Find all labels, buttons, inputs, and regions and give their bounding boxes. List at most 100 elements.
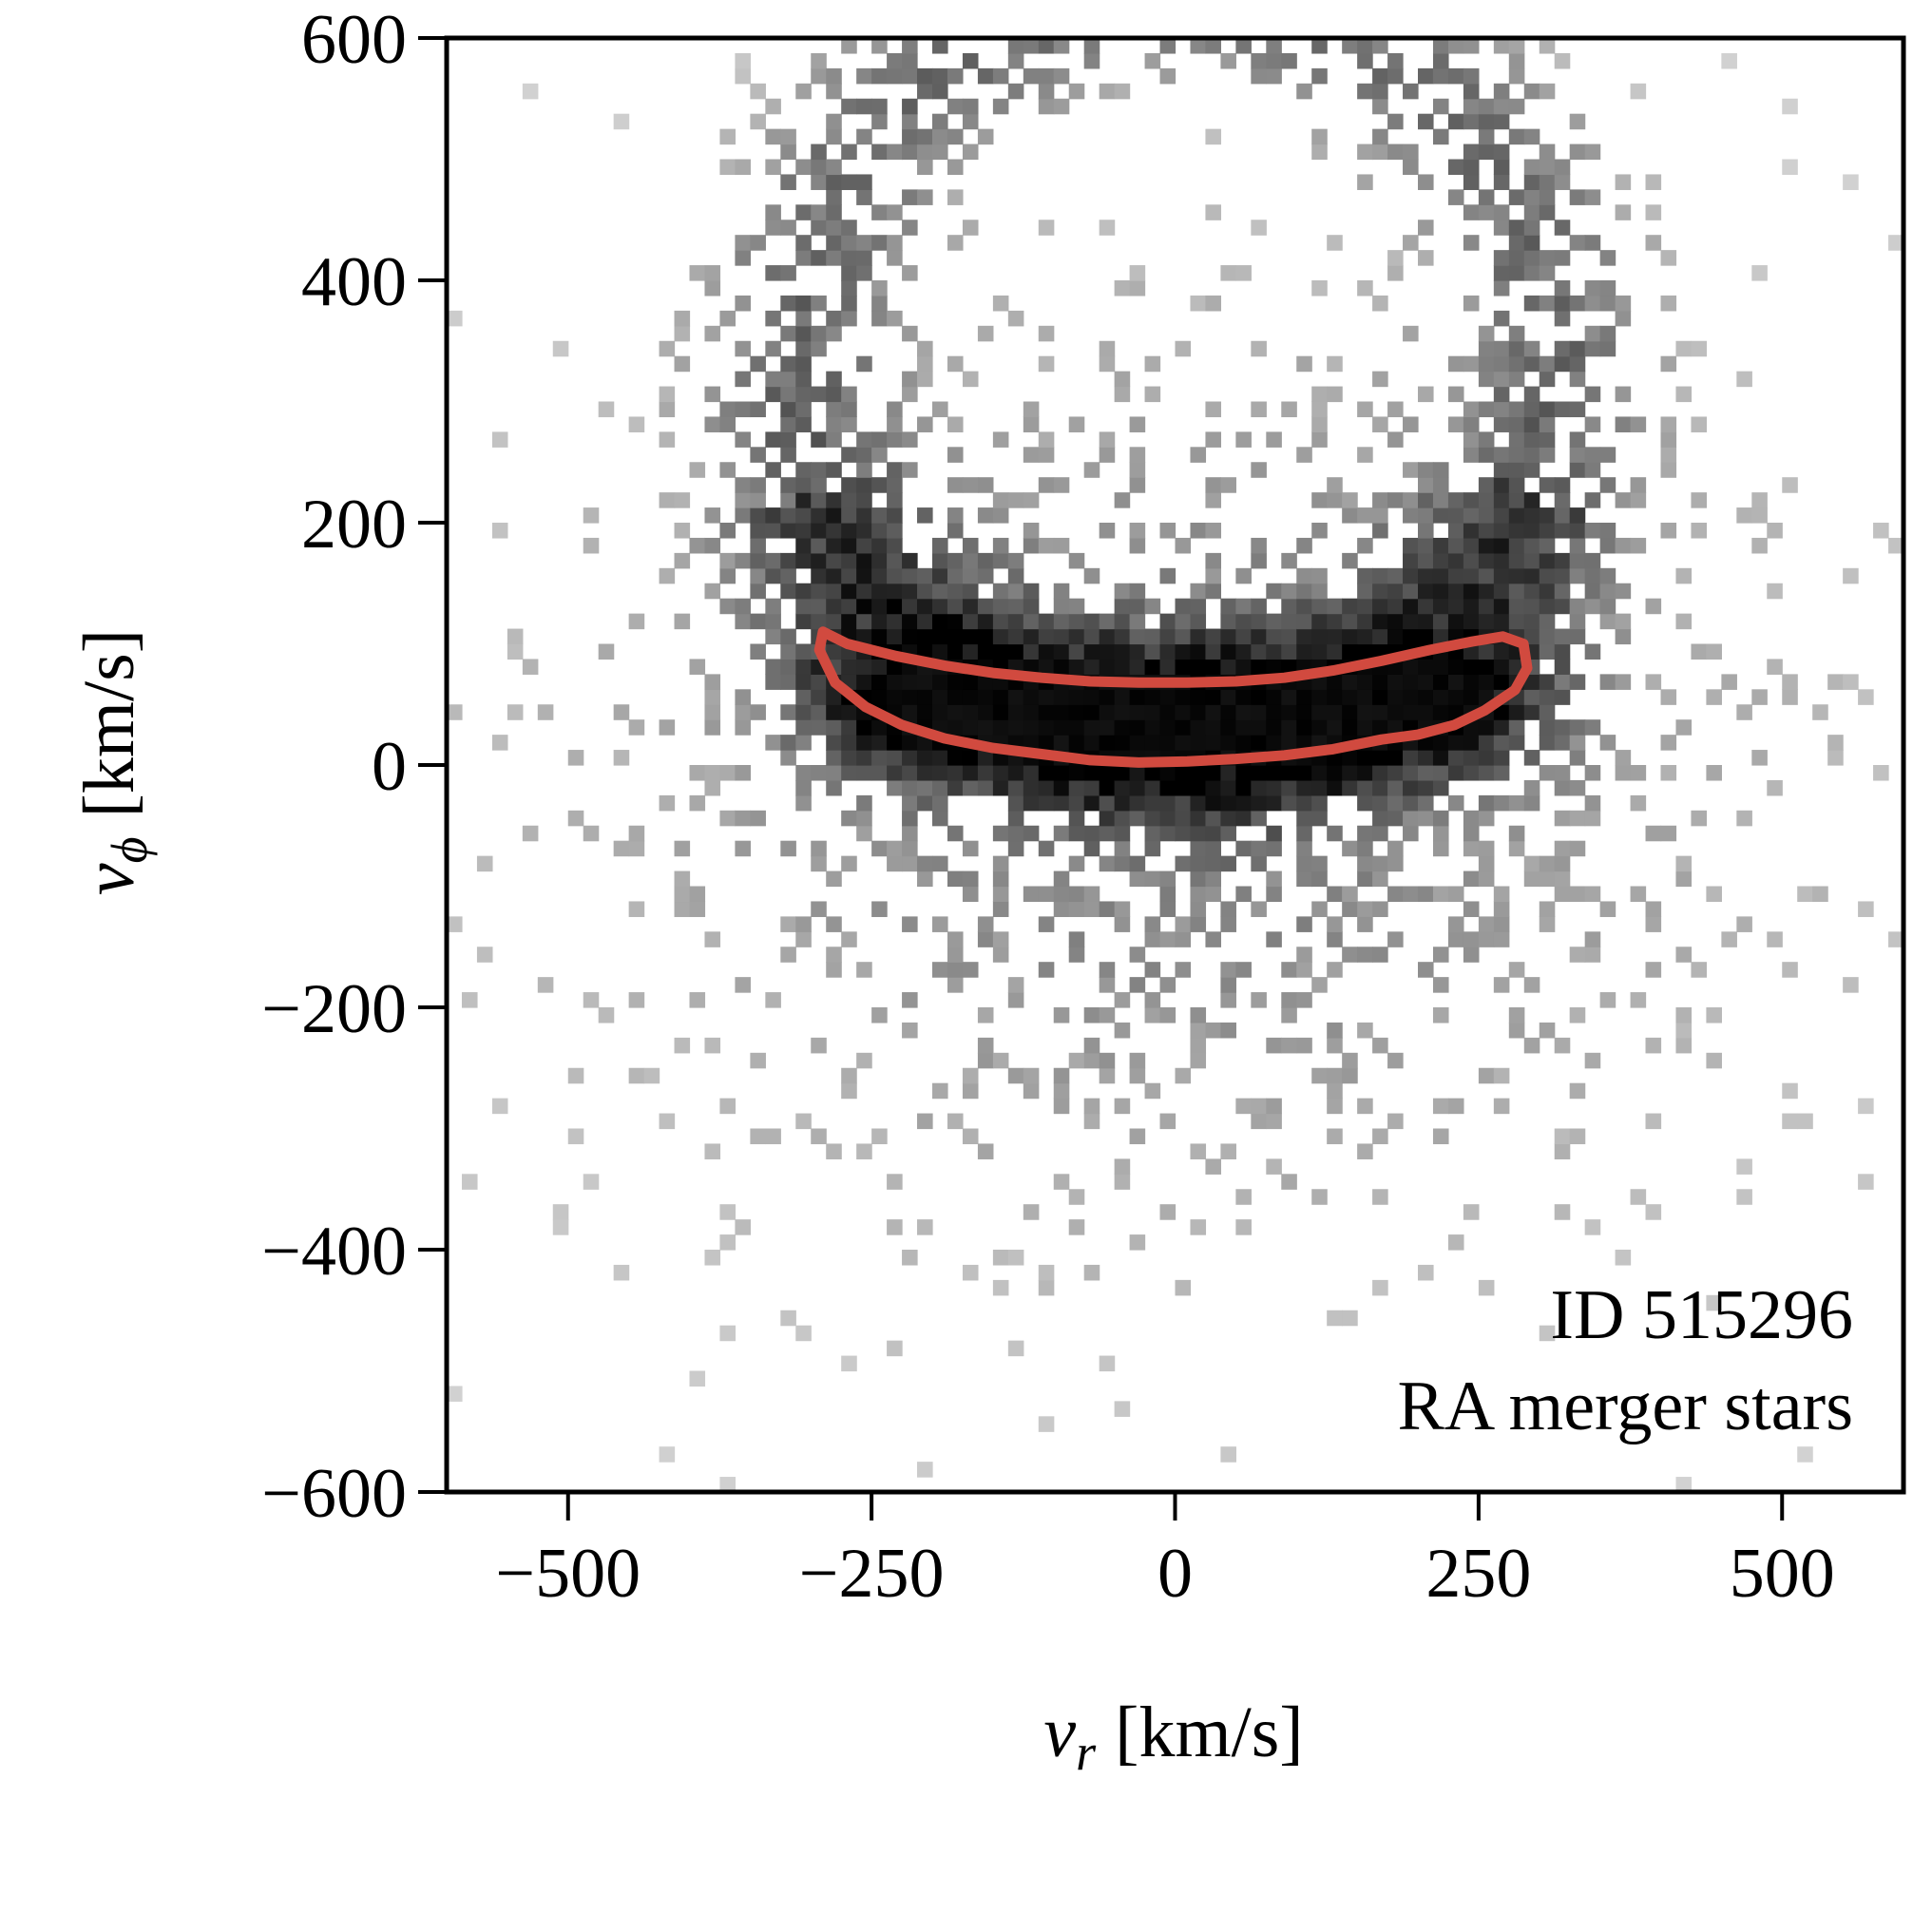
heatmap-bin xyxy=(1569,598,1586,615)
heatmap-bin xyxy=(811,674,827,690)
heatmap-bin xyxy=(1023,1067,1040,1084)
heatmap-bin xyxy=(1615,204,1632,220)
heatmap-bin xyxy=(1463,447,1480,463)
heatmap-bin xyxy=(704,704,721,720)
heatmap-bin xyxy=(871,67,888,85)
heatmap-bin xyxy=(1493,416,1510,432)
heatmap-bin xyxy=(659,1113,676,1130)
heatmap-bin xyxy=(1539,401,1556,418)
heatmap-bin xyxy=(947,962,964,978)
heatmap-bin xyxy=(871,750,888,766)
heatmap-bin xyxy=(1342,1052,1358,1069)
heatmap-bin xyxy=(750,704,766,720)
heatmap-bin xyxy=(1584,340,1601,357)
heatmap-bin xyxy=(1599,447,1616,463)
heatmap-bin xyxy=(1129,735,1146,751)
heatmap-bin xyxy=(1296,962,1312,978)
heatmap-bin xyxy=(1205,659,1222,675)
heatmap-bin xyxy=(1508,552,1525,569)
heatmap-bin xyxy=(887,613,903,630)
heatmap-bin xyxy=(841,174,857,190)
heatmap-bin xyxy=(1584,931,1601,947)
heatmap-bin xyxy=(856,128,872,145)
heatmap-bin xyxy=(1023,447,1040,463)
heatmap-bin xyxy=(826,492,842,508)
heatmap-bin xyxy=(856,552,872,569)
heatmap-bin xyxy=(1023,628,1040,645)
heatmap-bin xyxy=(1099,855,1116,872)
heatmap-bin xyxy=(1175,643,1192,660)
y-axis-label-symbol: v xyxy=(69,863,149,895)
heatmap-bin xyxy=(826,310,842,327)
heatmap-bin xyxy=(674,325,691,342)
heatmap-bin xyxy=(871,310,888,327)
heatmap-bin xyxy=(1007,1067,1024,1084)
heatmap-bin xyxy=(1418,779,1434,796)
heatmap-bin xyxy=(826,598,842,615)
heatmap-bin xyxy=(1554,674,1571,690)
heatmap-bin xyxy=(902,67,918,85)
heatmap-bin xyxy=(871,38,888,54)
heatmap-bin xyxy=(1296,567,1312,584)
heatmap-bin xyxy=(765,567,781,584)
heatmap-bin xyxy=(1569,507,1586,524)
heatmap-bin xyxy=(1418,765,1434,781)
heatmap-bin xyxy=(1432,1007,1449,1023)
heatmap-bin xyxy=(1539,735,1556,751)
heatmap-bin xyxy=(1599,477,1616,493)
heatmap-bin xyxy=(826,416,842,432)
heatmap-bin xyxy=(1736,704,1752,720)
heatmap-bin xyxy=(704,674,721,690)
heatmap-bin xyxy=(871,295,888,312)
heatmap-bin xyxy=(1129,810,1146,827)
heatmap-bin xyxy=(491,431,508,448)
heatmap-bin xyxy=(1083,704,1100,720)
heatmap-bin xyxy=(917,870,933,888)
heatmap-bin xyxy=(811,719,827,736)
heatmap-bin xyxy=(1114,643,1131,660)
heatmap-bin xyxy=(674,523,691,539)
heatmap-bin xyxy=(1083,779,1100,796)
heatmap-bin xyxy=(1493,250,1510,266)
heatmap-bin xyxy=(1508,189,1525,205)
heatmap-bin xyxy=(1615,674,1632,690)
heatmap-bin xyxy=(719,416,736,432)
heatmap-bin xyxy=(1129,779,1146,796)
heatmap-bin xyxy=(1645,235,1662,251)
heatmap-bin xyxy=(1372,689,1388,705)
heatmap-bin xyxy=(795,250,812,266)
heatmap-bin xyxy=(856,537,872,554)
heatmap-bin xyxy=(1523,523,1540,539)
heatmap-bin xyxy=(1007,613,1024,630)
heatmap-bin xyxy=(887,840,903,857)
heatmap-bin xyxy=(1584,386,1601,403)
heatmap-bin xyxy=(1114,1098,1131,1115)
heatmap-bin xyxy=(1660,447,1677,463)
heatmap-bin xyxy=(765,98,781,115)
heatmap-bin xyxy=(1508,235,1525,251)
heatmap-bin xyxy=(811,583,827,600)
heatmap-bin xyxy=(1235,265,1252,281)
heatmap-bin xyxy=(902,128,918,145)
heatmap-bin xyxy=(1463,401,1480,418)
heatmap-bin xyxy=(1038,779,1055,796)
heatmap-bin xyxy=(447,704,463,720)
heatmap-bin xyxy=(1053,719,1070,736)
heatmap-bin xyxy=(765,674,781,690)
heatmap-bin xyxy=(1281,735,1297,751)
heatmap-bin xyxy=(1114,1022,1131,1039)
heatmap-bin xyxy=(1251,735,1267,751)
heatmap-bin xyxy=(871,98,888,115)
heatmap-bin xyxy=(1068,931,1085,947)
heatmap-bin xyxy=(1569,613,1586,630)
heatmap-bin xyxy=(992,886,1009,903)
heatmap-bin xyxy=(1129,1234,1146,1251)
heatmap-bin xyxy=(1508,840,1525,857)
heatmap-bin xyxy=(1251,992,1267,1008)
heatmap-bin xyxy=(1175,537,1192,554)
heatmap-bin xyxy=(1053,537,1070,554)
heatmap-bin xyxy=(1387,431,1404,448)
heatmap-bin xyxy=(1447,416,1464,432)
heatmap-bin xyxy=(1584,189,1601,205)
heatmap-bin xyxy=(689,659,706,675)
